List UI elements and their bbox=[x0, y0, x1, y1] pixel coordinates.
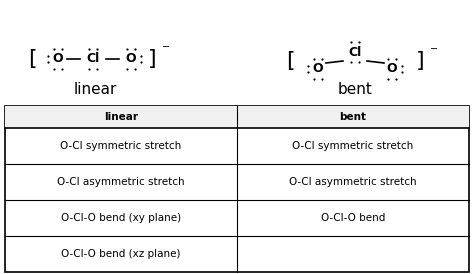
Text: O: O bbox=[126, 53, 137, 65]
Text: O-Cl symmetric stretch: O-Cl symmetric stretch bbox=[60, 141, 182, 151]
Text: linear: linear bbox=[73, 81, 117, 96]
Text: [: [ bbox=[27, 49, 36, 69]
Text: O: O bbox=[387, 62, 397, 76]
Text: O: O bbox=[53, 53, 64, 65]
Text: O-Cl asymmetric stretch: O-Cl asymmetric stretch bbox=[57, 177, 185, 187]
Bar bbox=[5, 106, 469, 272]
Text: O-Cl-O bend (xz plane): O-Cl-O bend (xz plane) bbox=[61, 249, 181, 259]
Text: ]: ] bbox=[416, 51, 424, 71]
Text: O: O bbox=[313, 62, 323, 76]
Text: ]: ] bbox=[148, 49, 156, 69]
Text: Cl: Cl bbox=[348, 45, 362, 59]
Text: −: − bbox=[162, 42, 170, 52]
Text: linear: linear bbox=[104, 112, 138, 122]
Text: bent: bent bbox=[337, 81, 373, 96]
Bar bbox=[5, 106, 469, 128]
Text: [: [ bbox=[286, 51, 294, 71]
Text: −: − bbox=[430, 44, 438, 54]
Text: bent: bent bbox=[339, 112, 366, 122]
Text: Cl: Cl bbox=[86, 53, 100, 65]
Text: O-Cl-O bend: O-Cl-O bend bbox=[321, 213, 385, 223]
Text: O-Cl-O bend (xy plane): O-Cl-O bend (xy plane) bbox=[61, 213, 181, 223]
Text: O-Cl asymmetric stretch: O-Cl asymmetric stretch bbox=[289, 177, 417, 187]
Text: O-Cl symmetric stretch: O-Cl symmetric stretch bbox=[292, 141, 414, 151]
